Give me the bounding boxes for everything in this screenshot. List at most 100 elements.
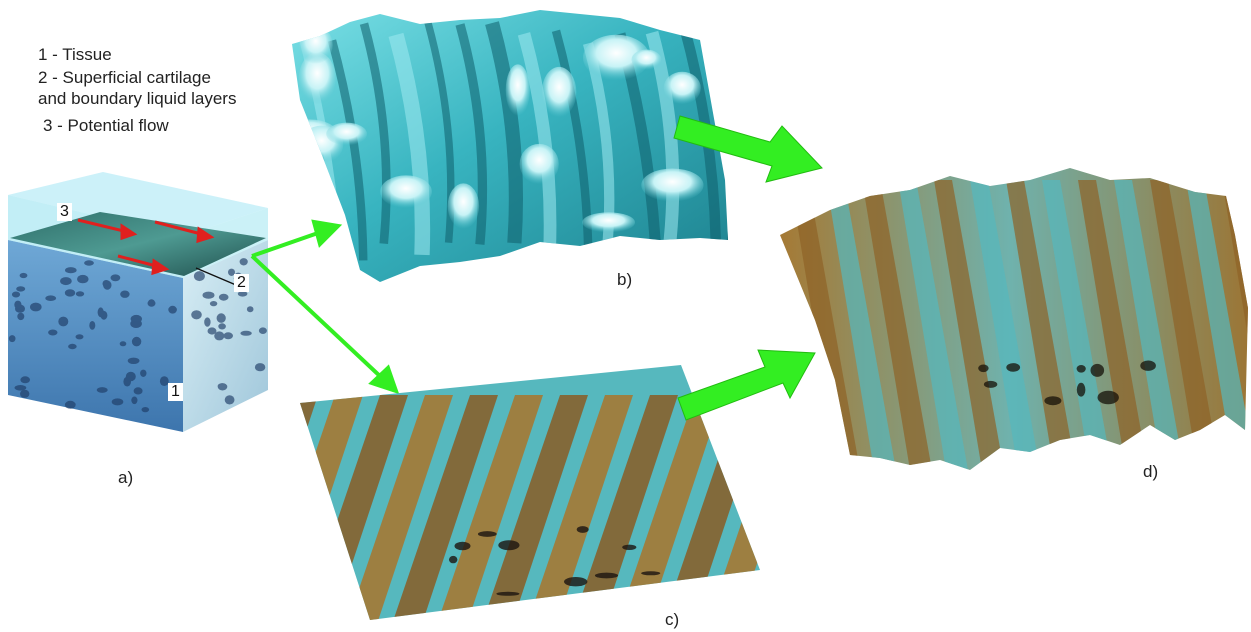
surface-peak	[582, 212, 635, 233]
surface-dark-spot	[594, 572, 619, 579]
tissue-cell	[11, 291, 21, 298]
surface-ridge	[517, 32, 557, 255]
tissue-cell	[239, 258, 248, 266]
cube-front-face	[8, 240, 183, 432]
tissue-cell	[193, 271, 205, 282]
flow-arrow	[154, 220, 206, 237]
surface-dark-spot	[477, 531, 497, 537]
surface-stripe	[390, 395, 498, 620]
tissue-cell	[258, 327, 267, 335]
tissue-cell	[60, 277, 72, 286]
tissue-cell	[191, 310, 202, 320]
arrow-to-b	[251, 231, 319, 258]
tissue-cell	[209, 301, 218, 307]
tissue-cell	[19, 272, 28, 279]
surface-stripe	[1042, 180, 1112, 470]
tissue-cell	[240, 330, 252, 336]
surface-dark-spot	[1140, 360, 1156, 371]
tissue-cell	[75, 291, 85, 297]
panel-label-a: a)	[118, 468, 134, 487]
tissue-cell	[216, 313, 226, 323]
surface-dark-spot	[641, 571, 661, 576]
surface-peak	[326, 122, 367, 146]
tissue-cell	[16, 286, 26, 292]
surface-stripe	[970, 180, 1040, 470]
panel-label-c: c)	[665, 610, 680, 629]
surface-stripe	[826, 180, 896, 470]
tissue-cell	[96, 387, 108, 393]
tissue-cell	[131, 396, 138, 405]
surface-dark-spot	[1097, 390, 1119, 405]
tissue-cell	[224, 395, 235, 405]
panel-label-d: d)	[1143, 462, 1159, 481]
tissue-cell	[131, 336, 142, 347]
tissue-cell	[97, 307, 104, 318]
surface-d-stripes	[790, 180, 1248, 470]
surface-peak	[583, 34, 650, 81]
tissue-cell	[30, 302, 42, 312]
surface-dark-spot	[498, 540, 520, 551]
label-tissue-number: 1	[168, 383, 183, 401]
surface-peak	[447, 183, 480, 229]
tissue-cell	[64, 400, 76, 409]
tissue-cell	[120, 290, 130, 298]
surface-stripe	[615, 395, 723, 620]
surface-stripe	[345, 395, 453, 620]
surface-dark-spot	[1044, 396, 1062, 406]
surface-peak	[505, 64, 530, 116]
tissue-cell	[130, 314, 142, 323]
panel-d-surface	[780, 168, 1248, 470]
tissue-cell	[48, 329, 58, 336]
tissue-cell	[140, 369, 147, 377]
surface-stripe	[480, 395, 588, 620]
tissue-cell	[218, 293, 229, 301]
cube-surface-layer	[10, 212, 266, 276]
cells-pattern	[8, 258, 267, 413]
tissue-cell	[68, 343, 77, 350]
tissue-cell	[202, 291, 215, 299]
tissue-cell	[58, 316, 69, 327]
surface-stripe	[525, 395, 633, 620]
tissue-cell	[64, 289, 76, 297]
surface-stripe	[435, 395, 543, 620]
tissue-cell	[75, 334, 84, 340]
flow-arrow	[77, 218, 129, 234]
legend: 1 - Tissue 2 - Superficial cartilage and…	[38, 44, 236, 136]
surface-dark-spot	[564, 577, 588, 587]
surface-stripe	[934, 180, 1004, 470]
cube-glass-top	[8, 172, 268, 236]
label-superficial-layer-number: 2	[234, 274, 249, 292]
arrow-b-to-d	[673, 115, 823, 183]
flow-arrowhead	[196, 226, 215, 244]
tissue-cell	[20, 389, 30, 398]
surface-stripe	[300, 395, 318, 620]
tissue-cell	[168, 305, 177, 314]
tissue-cell	[147, 299, 156, 307]
surface-stripe	[1114, 180, 1184, 470]
tissue-cell	[207, 327, 217, 335]
layer-pointer-line	[195, 267, 237, 286]
surface-peak	[663, 71, 701, 105]
tissue-cell	[125, 371, 136, 382]
surface-peak	[298, 52, 336, 105]
tissue-cell	[237, 291, 248, 297]
connector-arrows	[250, 219, 400, 395]
surface-dark-spot	[978, 364, 989, 373]
surface-peak	[541, 66, 577, 118]
panel-b-surface	[292, 10, 728, 282]
surface-ridge	[455, 23, 488, 245]
tissue-cell	[84, 260, 94, 266]
surface-peak	[295, 183, 339, 227]
tissue-cell	[214, 331, 225, 341]
tissue-cell	[119, 341, 127, 347]
arrow-to-c	[250, 254, 384, 380]
surface-stripe	[1078, 180, 1148, 470]
flow-arrows	[77, 218, 215, 276]
tissue-cell	[246, 306, 254, 313]
tissue-cell	[223, 332, 233, 340]
surface-peak	[380, 175, 432, 208]
label-potential-flow-number: 3	[57, 203, 72, 221]
arrow-to-b-head	[311, 219, 343, 248]
surface-peak	[641, 168, 704, 202]
tissue-cell	[17, 312, 25, 321]
